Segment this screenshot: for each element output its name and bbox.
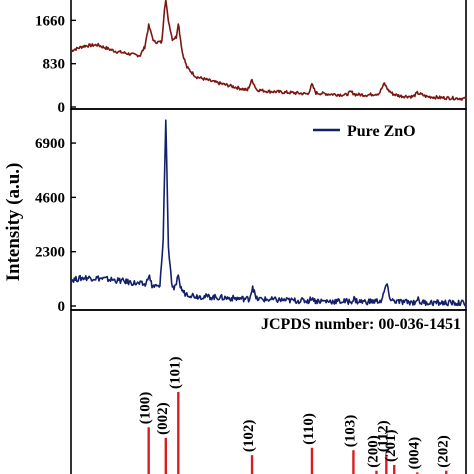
- reference-stick-label: (201): [383, 430, 399, 463]
- panel-middle: 0 2300 4600 6900 Pure ZnO: [35, 108, 467, 315]
- y-tick-label: 0: [58, 299, 66, 315]
- panel-reference-frame: [70, 309, 467, 474]
- reference-label: JCPDS number: 00-036-1451: [261, 316, 461, 333]
- reference-stick-label: (202): [435, 435, 451, 468]
- reference-stick-label: (101): [167, 357, 183, 390]
- legend-label-pure-zno: Pure ZnO: [347, 123, 416, 140]
- reference-stick-label: (102): [241, 420, 257, 453]
- reference-stick-label: (004): [406, 437, 422, 470]
- y-tick-label: 4600: [35, 190, 65, 206]
- reference-stick-label: (103): [342, 415, 358, 448]
- reference-stick-label: (002): [155, 402, 171, 435]
- y-tick-label: 830: [43, 57, 66, 73]
- y-tick-label: 6900: [35, 136, 65, 152]
- y-tick-label: 2300: [35, 245, 65, 261]
- y-tick-label: 1660: [35, 13, 65, 29]
- panel-middle-series-line: [70, 119, 467, 307]
- panel-top: 0 830 1660: [35, 0, 467, 116]
- panel-top-series-line: [70, 0, 467, 101]
- y-tick-label: 0: [58, 100, 66, 116]
- panel-middle-legend: Pure ZnO: [313, 123, 416, 140]
- panel-reference: JCPDS number: 00-036-1451 (100) (002) (101…: [70, 309, 467, 474]
- reference-stick-label: (110): [301, 413, 317, 445]
- panel-middle-y-axis: 0 2300 4600 6900: [35, 136, 76, 315]
- panel-top-y-axis: 0 830 1660: [35, 13, 76, 116]
- y-axis-label: Intensity (a.u.): [3, 163, 24, 282]
- reference-stick-label: (200): [366, 435, 382, 468]
- reference-stick-label: (112): [375, 420, 391, 452]
- reference-stick-label: (100): [138, 392, 154, 425]
- reference-sticks: (100) (002) (101) (102) (110) (103) (200)(112)…: [138, 357, 451, 474]
